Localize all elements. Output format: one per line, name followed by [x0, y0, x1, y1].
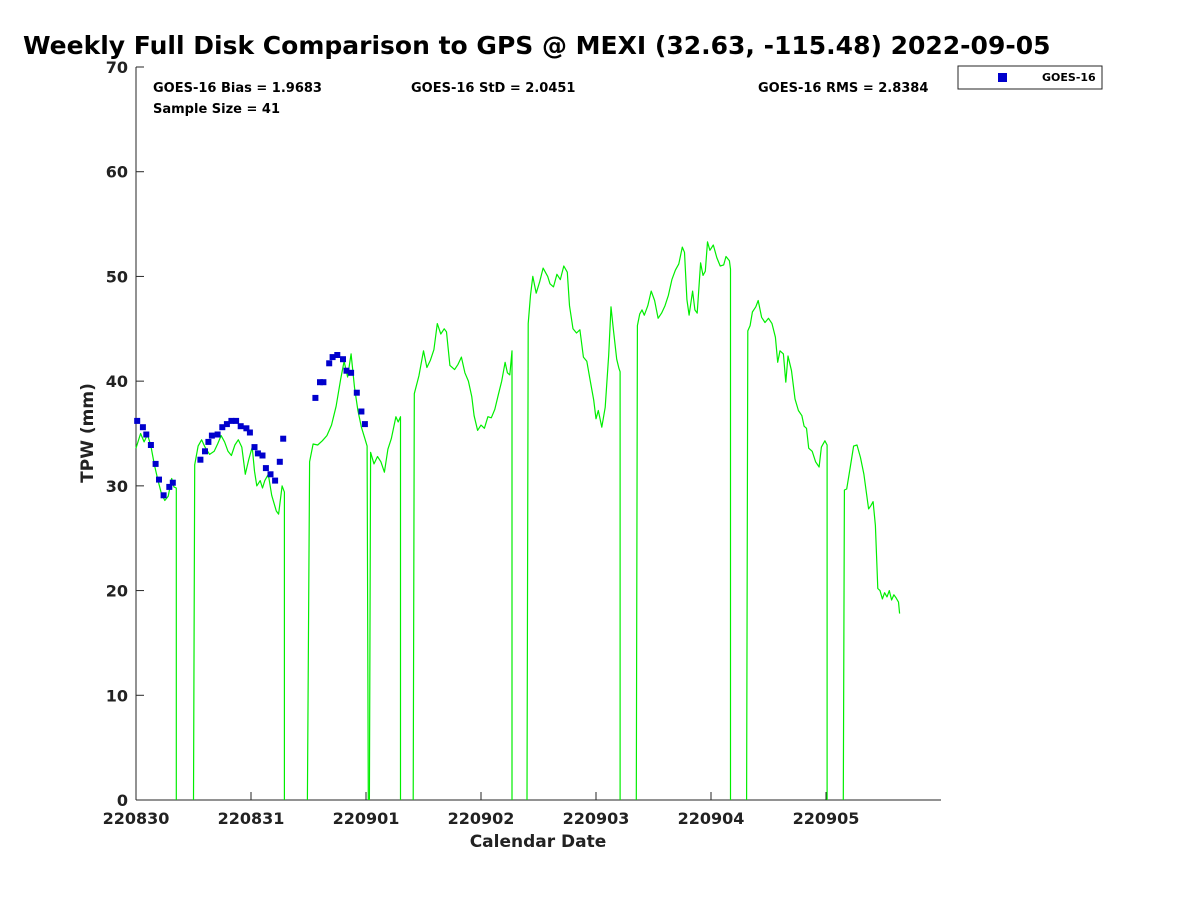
y-tick-label: 20: [106, 582, 128, 601]
legend-box: [957, 65, 1103, 90]
goes16-data-point: [202, 448, 208, 455]
goes16-data-point: [237, 423, 244, 430]
goes16-data-point: [208, 432, 215, 439]
y-axis-label: TPW (mm): [78, 383, 98, 483]
goes16-data-point: [233, 417, 240, 424]
goes16-data-point: [156, 476, 162, 483]
legend-entry-goes16: GOES-16: [1042, 71, 1096, 84]
goes16-data-point: [254, 450, 261, 457]
x-tick-label: 220903: [563, 809, 630, 828]
goes16-data-point: [272, 477, 279, 484]
goes16-data-point: [329, 354, 336, 361]
goes16-data-point: [343, 367, 350, 374]
gps-series-line: [368, 416, 402, 801]
goes16-data-point: [205, 438, 212, 445]
goes16-data-point: [259, 452, 266, 459]
goes16-data-point: [139, 424, 146, 431]
goes16-data-point: [246, 429, 253, 436]
goes16-data-point: [160, 492, 167, 499]
legend: GOES-16: [957, 65, 1103, 90]
x-tick-label: 220830: [103, 809, 170, 828]
gps-series-line: [306, 353, 369, 801]
y-tick-label: 70: [106, 58, 128, 77]
y-ticks: 0 10 20 30 40 50 60 70: [106, 58, 144, 810]
x-tick-label: 220901: [333, 809, 400, 828]
goes16-data-point: [340, 356, 346, 363]
x-ticks: 220830 220831 220901 220902 220903 220904 2209…: [103, 792, 860, 828]
sample-size-stat: Sample Size = 41: [153, 102, 280, 117]
goes16-data-point: [312, 394, 319, 401]
y-tick-label: 0: [117, 791, 128, 810]
y-tick-label: 10: [106, 686, 128, 705]
y-tick-label: 30: [106, 477, 128, 496]
x-tick-label: 220904: [678, 809, 745, 828]
gps-series-line: [842, 444, 901, 801]
gps-series-line: [412, 323, 513, 801]
y-tick-label: 40: [106, 372, 128, 391]
rms-stat: GOES-16 RMS = 2.8384: [758, 81, 928, 96]
y-tick-label: 50: [106, 267, 128, 286]
x-tick-label: 220902: [448, 809, 515, 828]
gps-series-line: [192, 435, 285, 801]
gps-series-line: [635, 241, 732, 801]
goes16-data-point: [262, 465, 269, 472]
goes16-data-point: [358, 408, 365, 415]
goes16-data-point: [353, 389, 360, 396]
goes16-data-point: [228, 417, 235, 424]
gps-series-line: [745, 299, 828, 801]
goes16-data-point: [197, 456, 204, 463]
goes16-data-point: [147, 442, 154, 448]
goes16-data-point: [152, 460, 159, 467]
goes16-data-point: [214, 431, 221, 438]
goes16-data-point: [326, 360, 333, 367]
chart-title: Weekly Full Disk Comparison to GPS @ MEX…: [23, 31, 1051, 60]
goes16-data-point: [361, 421, 368, 428]
goes16-data-point: [280, 435, 287, 442]
std-stat: GOES-16 StD = 2.0451: [411, 81, 575, 96]
goes16-data-point: [169, 479, 176, 486]
goes16-data-point: [348, 369, 355, 376]
bias-stat: GOES-16 Bias = 1.9683: [153, 81, 322, 96]
goes16-data-point: [276, 458, 283, 465]
goes16-data-point: [143, 431, 150, 438]
goes16-data-point: [219, 424, 226, 431]
goes16-data-point: [134, 417, 141, 424]
x-axis-label: Calendar Date: [470, 832, 607, 852]
goes16-data-point: [267, 471, 274, 478]
goes16-data-point: [251, 444, 258, 451]
goes16-data-point: [243, 425, 250, 432]
x-tick-label: 220905: [793, 809, 860, 828]
goes16-data-point: [223, 421, 230, 428]
goes16-data-point: [317, 379, 323, 386]
goes16-data-point: [334, 352, 341, 358]
legend-marker-square-icon: [998, 73, 1007, 82]
goes16-data-point: [320, 379, 327, 386]
plot-area: [134, 241, 901, 801]
x-tick-label: 220831: [218, 809, 285, 828]
gps-series-line: [526, 265, 621, 801]
y-tick-label: 60: [106, 163, 128, 182]
goes16-data-point: [166, 483, 173, 490]
